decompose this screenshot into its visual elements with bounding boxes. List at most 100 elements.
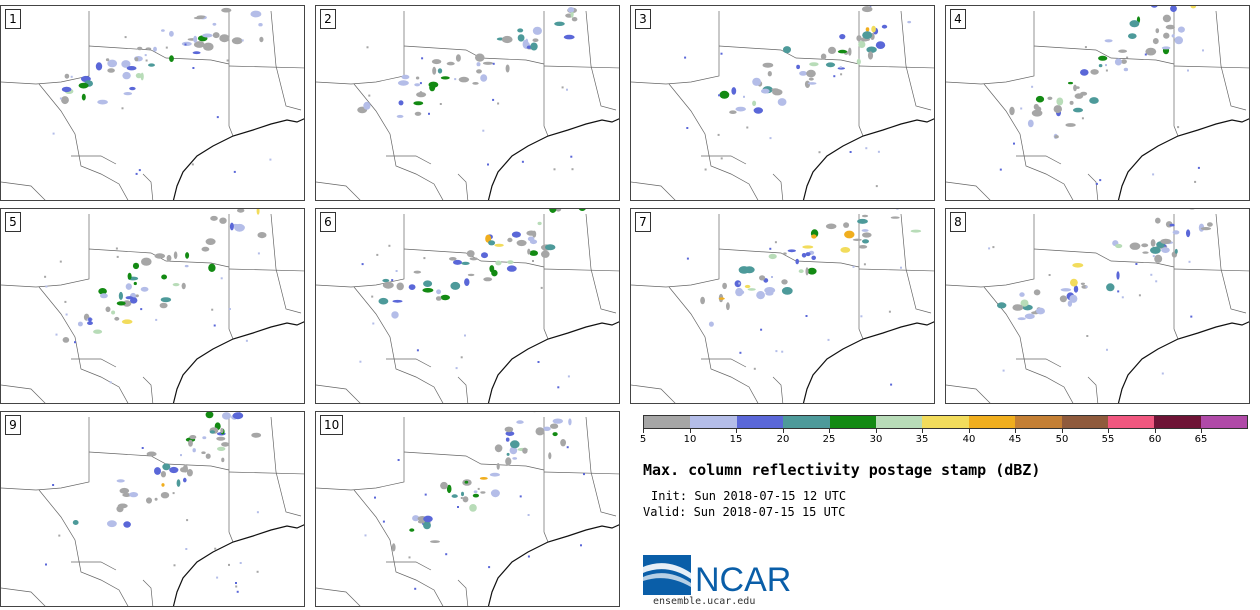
state-border <box>631 214 720 288</box>
state-border <box>1016 358 1062 368</box>
coastline <box>802 321 934 403</box>
reflectivity-cell <box>409 528 415 532</box>
reflectivity-cell <box>192 448 196 453</box>
colorbar-tick-label: 25 <box>822 434 836 445</box>
reflectivity-cell <box>98 288 107 295</box>
reflectivity-map <box>946 6 1249 200</box>
reflectivity-cell <box>461 261 470 265</box>
reflectivity-cell <box>895 209 899 210</box>
reflectivity-cell <box>1080 91 1088 96</box>
reflectivity-cell <box>154 497 158 501</box>
reflectivity-cell <box>62 337 70 343</box>
reflectivity-cell <box>1188 260 1191 263</box>
reflectivity-cell <box>759 275 766 281</box>
reflectivity-cell <box>858 40 866 49</box>
colorbar-segment <box>690 416 737 428</box>
state-border <box>772 173 784 200</box>
reflectivity-cell <box>1152 38 1159 45</box>
reflectivity-cell <box>718 297 725 300</box>
reflectivity-cell <box>506 265 517 272</box>
reflectivity-cell <box>52 484 55 486</box>
reflectivity-cell <box>368 94 371 97</box>
reflectivity-cell <box>88 317 92 322</box>
state-border <box>403 45 545 65</box>
init-time: Init: Sun 2018-07-15 12 UTC <box>651 489 847 503</box>
reflectivity-cell <box>256 511 259 514</box>
reflectivity-cell <box>154 467 161 475</box>
state-border <box>38 83 129 200</box>
reflectivity-cell <box>188 439 193 447</box>
reflectivity-cell <box>840 247 851 253</box>
reflectivity-cell <box>1177 26 1185 33</box>
reflectivity-cell <box>541 250 550 258</box>
state-border <box>228 471 304 475</box>
postage-stamp-panel: 6 <box>315 208 620 404</box>
reflectivity-cell <box>1121 296 1124 299</box>
reflectivity-cell <box>1013 142 1015 145</box>
reflectivity-cell <box>861 6 873 13</box>
reflectivity-cell <box>805 315 808 317</box>
reflectivity-cell <box>1129 20 1140 28</box>
reflectivity-cell <box>704 168 707 171</box>
state-border <box>701 358 747 368</box>
state-border <box>38 489 129 606</box>
reflectivity-cell <box>532 230 537 238</box>
reflectivity-cell <box>747 288 756 291</box>
reflectivity-cell <box>431 59 442 65</box>
reflectivity-cell <box>571 17 578 22</box>
reflectivity-cell <box>744 284 751 289</box>
reflectivity-cell <box>1009 106 1015 116</box>
reflectivity-cell <box>1070 278 1078 287</box>
reflectivity-cell <box>1169 223 1175 227</box>
reflectivity-cell <box>557 386 560 389</box>
coastline <box>802 118 934 200</box>
state-border <box>142 376 154 403</box>
reflectivity-cell <box>129 86 136 91</box>
reflectivity-cell <box>145 59 148 62</box>
state-border <box>543 11 549 137</box>
reflectivity-cell <box>1116 271 1120 280</box>
reflectivity-cell <box>553 168 556 171</box>
reflectivity-cell <box>437 68 443 74</box>
reflectivity-cell <box>161 29 165 32</box>
colorbar-tick-label: 40 <box>962 434 976 445</box>
coastline <box>172 524 304 606</box>
colorbar-tick-label: 60 <box>1148 434 1162 445</box>
reflectivity-cell <box>45 563 47 566</box>
state-border <box>631 384 676 403</box>
reflectivity-cell <box>491 269 498 277</box>
reflectivity-cell <box>890 383 893 386</box>
state-border <box>1 214 90 288</box>
reflectivity-cell <box>462 496 469 503</box>
reflectivity-cell <box>125 283 132 290</box>
colorbar-tick <box>829 429 830 433</box>
state-border <box>631 181 676 200</box>
state-border <box>631 11 720 85</box>
reflectivity-cell <box>135 73 142 79</box>
colorbar-tick <box>1015 429 1016 433</box>
reflectivity-cell <box>111 310 116 315</box>
member-label: 9 <box>5 415 21 435</box>
reflectivity-cell <box>761 88 770 94</box>
reflectivity-cell <box>382 281 394 289</box>
reflectivity-cell <box>1090 69 1099 75</box>
reflectivity-cell <box>364 534 367 537</box>
reflectivity-cell <box>1095 182 1098 185</box>
reflectivity-map <box>1 412 304 606</box>
colorbar-tick <box>783 429 784 433</box>
state-border <box>543 65 619 69</box>
reflectivity-cell <box>999 168 1002 171</box>
reflectivity-cell <box>140 72 144 81</box>
postage-stamp-panel: 5 <box>0 208 305 404</box>
colorbar-tick-label: 50 <box>1055 434 1069 445</box>
reflectivity-cell <box>423 257 426 260</box>
reflectivity-cell <box>482 61 494 65</box>
reflectivity-cell <box>423 521 431 530</box>
reflectivity-cell <box>997 302 1007 309</box>
reflectivity-cell <box>479 477 488 480</box>
reflectivity-cell <box>78 82 89 89</box>
reflectivity-cell <box>205 453 211 459</box>
reflectivity-cell <box>61 86 72 93</box>
reflectivity-cell <box>229 222 234 231</box>
reflectivity-cell <box>220 277 223 280</box>
